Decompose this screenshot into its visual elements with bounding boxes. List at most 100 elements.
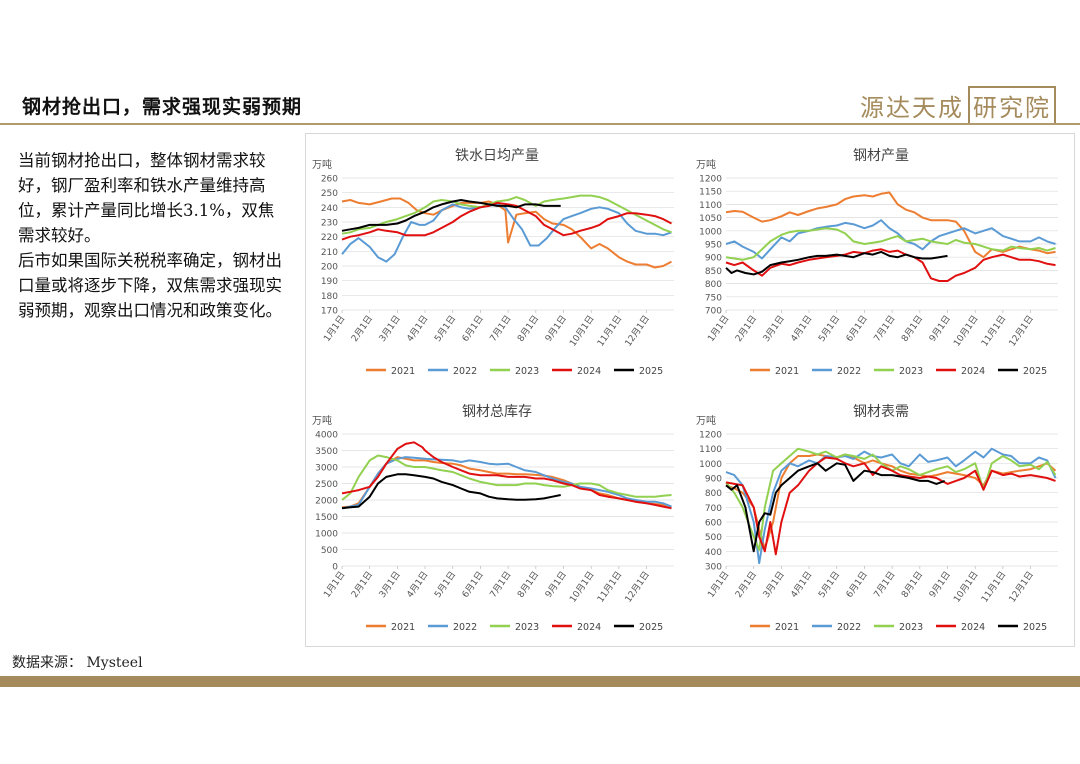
- legend-label-2024: 2024: [961, 622, 985, 633]
- x-tick-label: 12月1日: [623, 569, 652, 604]
- y-tick-label: 170: [321, 307, 338, 317]
- y-tick-label: 190: [321, 277, 338, 287]
- y-tick-label: 2000: [315, 497, 338, 507]
- brand-logo: 源达天成 研究院: [860, 86, 1056, 125]
- series-line-2024: [341, 441, 672, 510]
- x-tick-label: 7月1日: [872, 313, 898, 343]
- series-line-2024: [341, 201, 672, 241]
- x-tick-label: 7月1日: [488, 569, 514, 599]
- legend-label-2022: 2022: [453, 366, 477, 377]
- y-tick-label: 1500: [315, 513, 338, 523]
- series-line-2024: [725, 456, 1056, 556]
- chart-steel-inventory: 钢材总库存 万吨 0 500 1000 1500 2000 2500 3000 3500 4000 1…: [306, 390, 689, 645]
- y-tick-label: 700: [705, 504, 722, 514]
- y-tick-label: 1200: [699, 175, 722, 185]
- series-line-2025: [341, 199, 561, 232]
- y-unit-label: 万吨: [696, 414, 716, 427]
- x-tick-label: 5月1日: [816, 313, 842, 343]
- x-tick-label: 5月1日: [432, 313, 458, 343]
- y-tick-label: 600: [705, 519, 722, 529]
- series-line-2022: [725, 219, 1056, 260]
- x-tick-label: 2月1日: [349, 569, 375, 599]
- page-title: 钢材抢出口，需求强现实弱预期: [22, 96, 303, 118]
- x-tick-label: 4月1日: [405, 569, 431, 599]
- y-tick-label: 1150: [699, 188, 722, 198]
- legend-label-2023: 2023: [515, 366, 539, 377]
- y-tick-label: 900: [705, 475, 722, 485]
- x-tick-label: 11月1日: [595, 569, 624, 604]
- chart-hot-metal: 铁水日均产量 万吨 170 180 190 200 210 220 230 240 250 260 1月…: [306, 134, 689, 389]
- x-tick-label: 1月1日: [322, 569, 348, 599]
- y-tick-label: 3500: [315, 447, 338, 457]
- series-line-2025: [341, 473, 561, 510]
- x-tick-label: 7月1日: [872, 569, 898, 599]
- y-tick-label: 240: [321, 204, 338, 214]
- y-tick-label: 3000: [315, 464, 338, 474]
- y-tick-label: 220: [321, 233, 338, 243]
- y-tick-label: 400: [705, 548, 722, 558]
- y-tick-label: 850: [705, 267, 722, 277]
- x-tick-label: 3月1日: [377, 313, 403, 343]
- logo-box-text: 研究院: [968, 86, 1056, 125]
- commentary-paragraph-2: 后市如果国际关税税率确定，钢材出口量或将逐步下降，双焦需求强现实弱预期，观察出口…: [18, 251, 282, 320]
- x-tick-label: 8月1日: [515, 313, 541, 343]
- series-line-2023: [725, 227, 1056, 261]
- series-line-2025: [725, 250, 948, 276]
- x-tick-label: 12月1日: [623, 313, 652, 348]
- y-tick-label: 950: [705, 241, 722, 251]
- legend-label-2025: 2025: [1023, 366, 1047, 377]
- x-tick-label: 10月1日: [567, 313, 596, 348]
- x-tick-label: 10月1日: [567, 569, 596, 604]
- legend-label-2024: 2024: [577, 366, 601, 377]
- header-divider: [0, 123, 1080, 125]
- y-tick-label: 260: [321, 175, 338, 185]
- x-tick-label: 8月1日: [899, 569, 925, 599]
- legend-label-2025: 2025: [639, 622, 663, 633]
- x-tick-label: 6月1日: [844, 313, 870, 343]
- legend-label-2021: 2021: [391, 366, 415, 377]
- legend-label-2024: 2024: [577, 622, 601, 633]
- y-tick-label: 230: [321, 219, 338, 229]
- y-tick-label: 210: [321, 248, 338, 258]
- chart-title: 钢材总库存: [462, 404, 532, 420]
- chart-steel-demand: 钢材表需 万吨 300 400 500 600 700 800 900 1000 1100 1200 1…: [690, 390, 1073, 645]
- y-tick-label: 300: [705, 563, 722, 573]
- x-tick-label: 8月1日: [515, 569, 541, 599]
- x-tick-label: 6月1日: [460, 313, 486, 343]
- x-tick-label: 12月1日: [1007, 569, 1036, 604]
- x-tick-label: 10月1日: [951, 313, 980, 348]
- legend-label-2023: 2023: [899, 622, 923, 633]
- y-tick-label: 4000: [315, 431, 338, 441]
- logo-text: 源达天成: [860, 94, 964, 122]
- x-tick-label: 5月1日: [432, 569, 458, 599]
- series-line-2022: [341, 203, 672, 263]
- y-tick-label: 2500: [315, 480, 338, 490]
- y-tick-label: 1050: [699, 214, 722, 224]
- series-line-2022: [725, 447, 1057, 565]
- y-tick-label: 700: [705, 307, 722, 317]
- x-tick-label: 3月1日: [761, 313, 787, 343]
- y-tick-label: 900: [705, 254, 722, 264]
- y-tick-label: 0: [332, 563, 338, 573]
- x-tick-label: 11月1日: [979, 569, 1008, 604]
- y-unit-label: 万吨: [312, 414, 332, 427]
- x-tick-label: 6月1日: [460, 569, 486, 599]
- y-unit-label: 万吨: [696, 158, 716, 171]
- y-tick-label: 1000: [699, 460, 722, 470]
- x-tick-label: 2月1日: [733, 569, 759, 599]
- series-line-2021: [725, 453, 1057, 550]
- y-tick-label: 500: [321, 546, 338, 556]
- x-tick-label: 2月1日: [733, 313, 759, 343]
- x-tick-label: 1月1日: [322, 313, 348, 343]
- y-tick-label: 500: [705, 533, 722, 543]
- x-tick-label: 9月1日: [927, 313, 953, 343]
- y-tick-label: 250: [321, 189, 338, 199]
- x-tick-label: 9月1日: [543, 313, 569, 343]
- series-line-2025: [725, 462, 946, 553]
- series-line-2023: [725, 447, 1057, 551]
- x-tick-label: 7月1日: [488, 313, 514, 343]
- legend-label-2022: 2022: [453, 622, 477, 633]
